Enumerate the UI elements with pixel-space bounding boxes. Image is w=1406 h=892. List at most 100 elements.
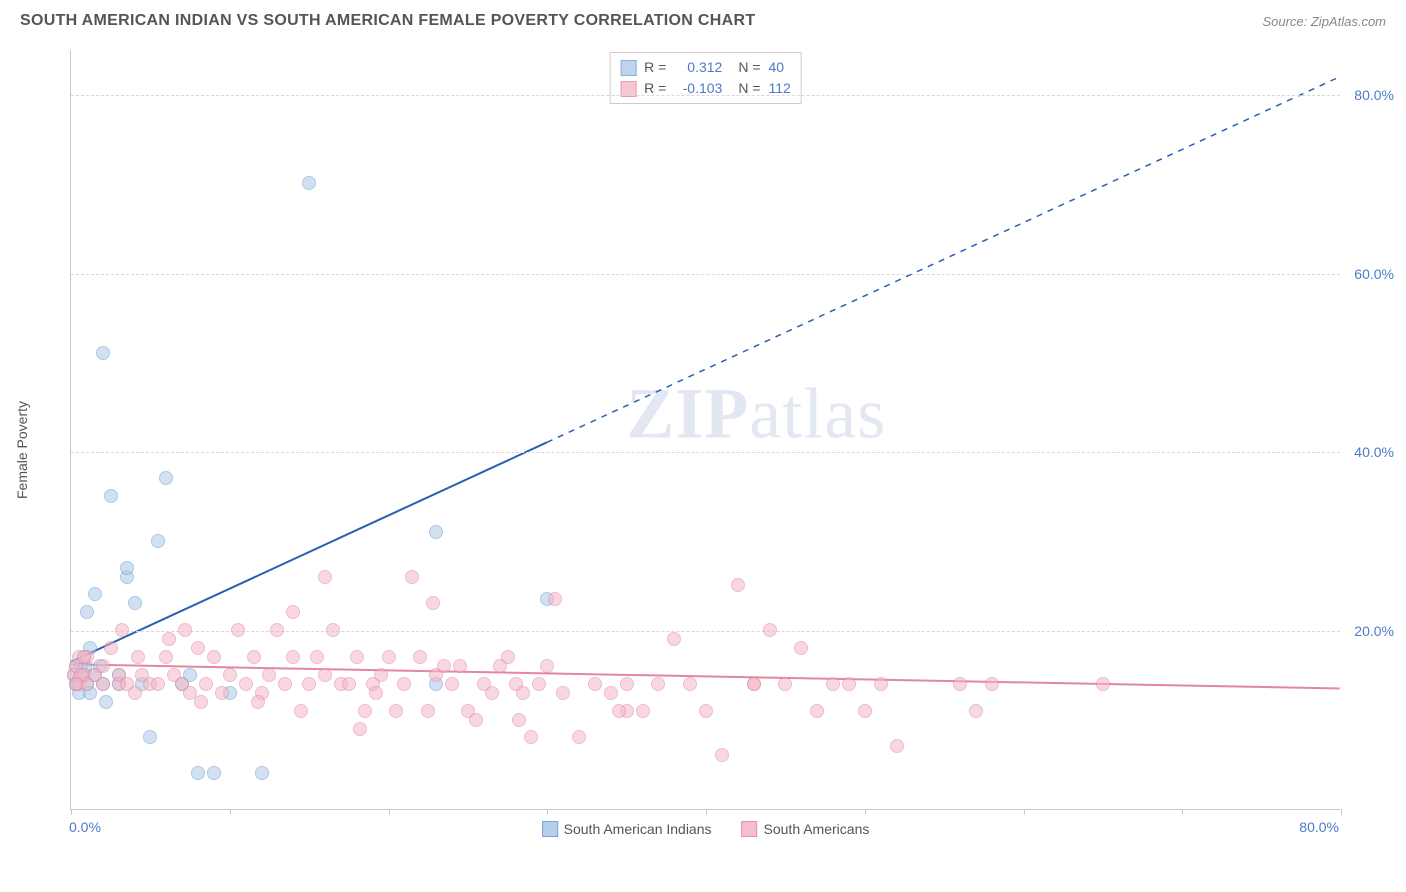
x-tick: [1024, 809, 1025, 815]
scatter-point: [159, 650, 173, 664]
scatter-point: [255, 766, 269, 780]
scatter-point: [588, 677, 602, 691]
scatter-point: [453, 659, 467, 673]
x-tick-label: 0.0%: [69, 819, 101, 835]
scatter-point: [826, 677, 840, 691]
x-tick: [71, 809, 72, 815]
scatter-point: [512, 713, 526, 727]
scatter-point: [294, 704, 308, 718]
scatter-point: [778, 677, 792, 691]
legend-r-value: 0.312: [674, 57, 722, 78]
scatter-point: [890, 739, 904, 753]
scatter-point: [810, 704, 824, 718]
x-tick: [1341, 809, 1342, 815]
scatter-point: [612, 704, 626, 718]
scatter-point: [426, 596, 440, 610]
x-tick-label: 80.0%: [1299, 819, 1339, 835]
scatter-point: [159, 471, 173, 485]
series-legend: South American Indians South Americans: [542, 821, 870, 837]
scatter-point: [151, 677, 165, 691]
legend-n-label: N =: [738, 78, 760, 99]
y-axis-title: Female Poverty: [14, 401, 30, 499]
scatter-point: [247, 650, 261, 664]
scatter-point: [794, 641, 808, 655]
legend-r-label: R =: [644, 57, 666, 78]
legend-n-value: 40: [769, 57, 785, 78]
scatter-point: [88, 587, 102, 601]
scatter-point: [369, 686, 383, 700]
scatter-point: [747, 677, 761, 691]
scatter-point: [191, 641, 205, 655]
series-legend-item: South Americans: [742, 821, 870, 837]
legend-swatch: [742, 821, 758, 837]
scatter-point: [310, 650, 324, 664]
scatter-point: [953, 677, 967, 691]
scatter-point: [99, 695, 113, 709]
scatter-point: [207, 650, 221, 664]
scatter-point: [358, 704, 372, 718]
scatter-point: [151, 534, 165, 548]
legend-r-value: -0.103: [674, 78, 722, 99]
scatter-point: [429, 525, 443, 539]
scatter-point: [128, 596, 142, 610]
scatter-point: [231, 623, 245, 637]
scatter-point: [532, 677, 546, 691]
scatter-point: [104, 641, 118, 655]
scatter-point: [223, 668, 237, 682]
x-tick: [706, 809, 707, 815]
scatter-point: [96, 346, 110, 360]
scatter-point: [731, 578, 745, 592]
scatter-point: [572, 730, 586, 744]
watermark: ZIPatlas: [626, 373, 886, 456]
legend-swatch: [620, 60, 636, 76]
scatter-point: [278, 677, 292, 691]
source-label: Source: ZipAtlas.com: [1262, 14, 1386, 29]
x-tick: [1182, 809, 1183, 815]
scatter-point: [239, 677, 253, 691]
x-tick: [230, 809, 231, 815]
series-legend-item: South American Indians: [542, 821, 712, 837]
scatter-point: [270, 623, 284, 637]
x-tick: [389, 809, 390, 815]
legend-n-value: 112: [769, 78, 791, 99]
y-tick-label: 60.0%: [1354, 266, 1394, 282]
scatter-point: [96, 659, 110, 673]
scatter-point: [413, 650, 427, 664]
chart-title: SOUTH AMERICAN INDIAN VS SOUTH AMERICAN …: [20, 12, 755, 30]
scatter-point: [604, 686, 618, 700]
scatter-point: [683, 677, 697, 691]
scatter-point: [120, 561, 134, 575]
x-tick: [865, 809, 866, 815]
scatter-point: [96, 677, 110, 691]
scatter-point: [262, 668, 276, 682]
scatter-point: [318, 668, 332, 682]
scatter-point: [421, 704, 435, 718]
legend-swatch: [542, 821, 558, 837]
scatter-point: [143, 730, 157, 744]
scatter-point: [199, 677, 213, 691]
legend-row: R =0.312N =40: [620, 57, 791, 78]
scatter-point: [80, 605, 94, 619]
plot-area: ZIPatlas R =0.312N =40R =-0.103N =112 So…: [70, 50, 1340, 810]
grid-line: [71, 274, 1340, 275]
scatter-point: [302, 176, 316, 190]
correlation-legend: R =0.312N =40R =-0.103N =112: [609, 52, 802, 104]
scatter-point: [397, 677, 411, 691]
chart-container: Female Poverty ZIPatlas R =0.312N =40R =…: [50, 50, 1390, 850]
scatter-point: [667, 632, 681, 646]
scatter-point: [353, 722, 367, 736]
scatter-point: [115, 623, 129, 637]
scatter-point: [858, 704, 872, 718]
scatter-point: [985, 677, 999, 691]
scatter-point: [318, 570, 332, 584]
scatter-point: [620, 677, 634, 691]
grid-line: [71, 631, 1340, 632]
y-tick-label: 40.0%: [1354, 444, 1394, 460]
scatter-point: [194, 695, 208, 709]
legend-row: R =-0.103N =112: [620, 78, 791, 99]
scatter-point: [501, 650, 515, 664]
scatter-point: [636, 704, 650, 718]
scatter-point: [485, 686, 499, 700]
scatter-point: [178, 623, 192, 637]
scatter-point: [763, 623, 777, 637]
